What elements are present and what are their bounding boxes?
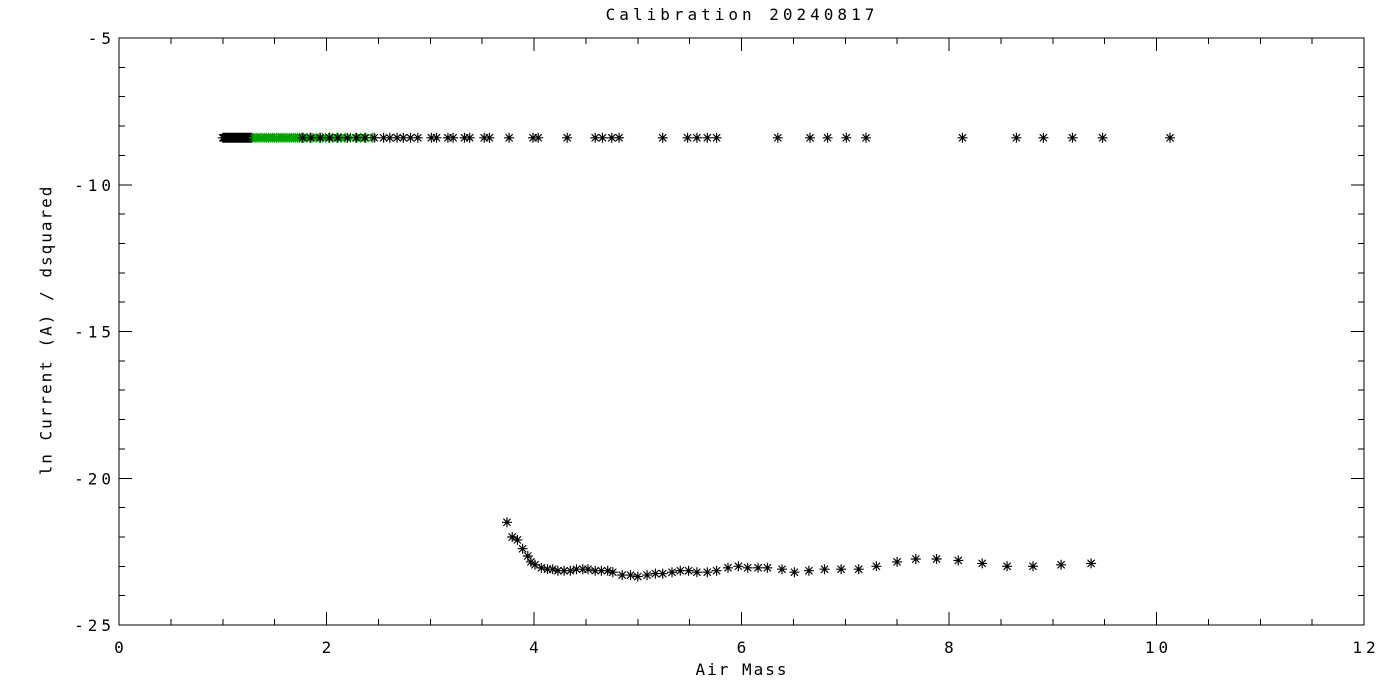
x-tick-label: 6 [737,638,751,657]
x-tick-label: 8 [944,638,958,657]
series-upper-band-black-in-green-markers [297,132,380,143]
y-tick-label: -25 [74,616,115,635]
series-upper-band-black-sparse-markers [378,132,1175,143]
x-axis-label: Air Mass [695,660,789,679]
x-tick-label: 2 [322,638,336,657]
x-tick-label: 4 [529,638,543,657]
y-tick-label: -5 [88,29,115,48]
x-tick-label: 10 [1145,638,1172,657]
y-tick-label: -10 [74,176,115,195]
y-tick-label: -15 [74,323,115,342]
chart-title: Calibration 20240817 [605,5,879,24]
x-tick-label: 0 [114,638,128,657]
y-tick-label: -20 [74,469,115,488]
axes-frame [118,37,1365,626]
series-lower-curve-markers [502,517,1097,582]
x-tick-label: 12 [1352,638,1379,657]
series-upper-band-dense-black-markers [217,132,257,143]
y-axis-label: ln Current (A) / dsquared [36,184,56,476]
